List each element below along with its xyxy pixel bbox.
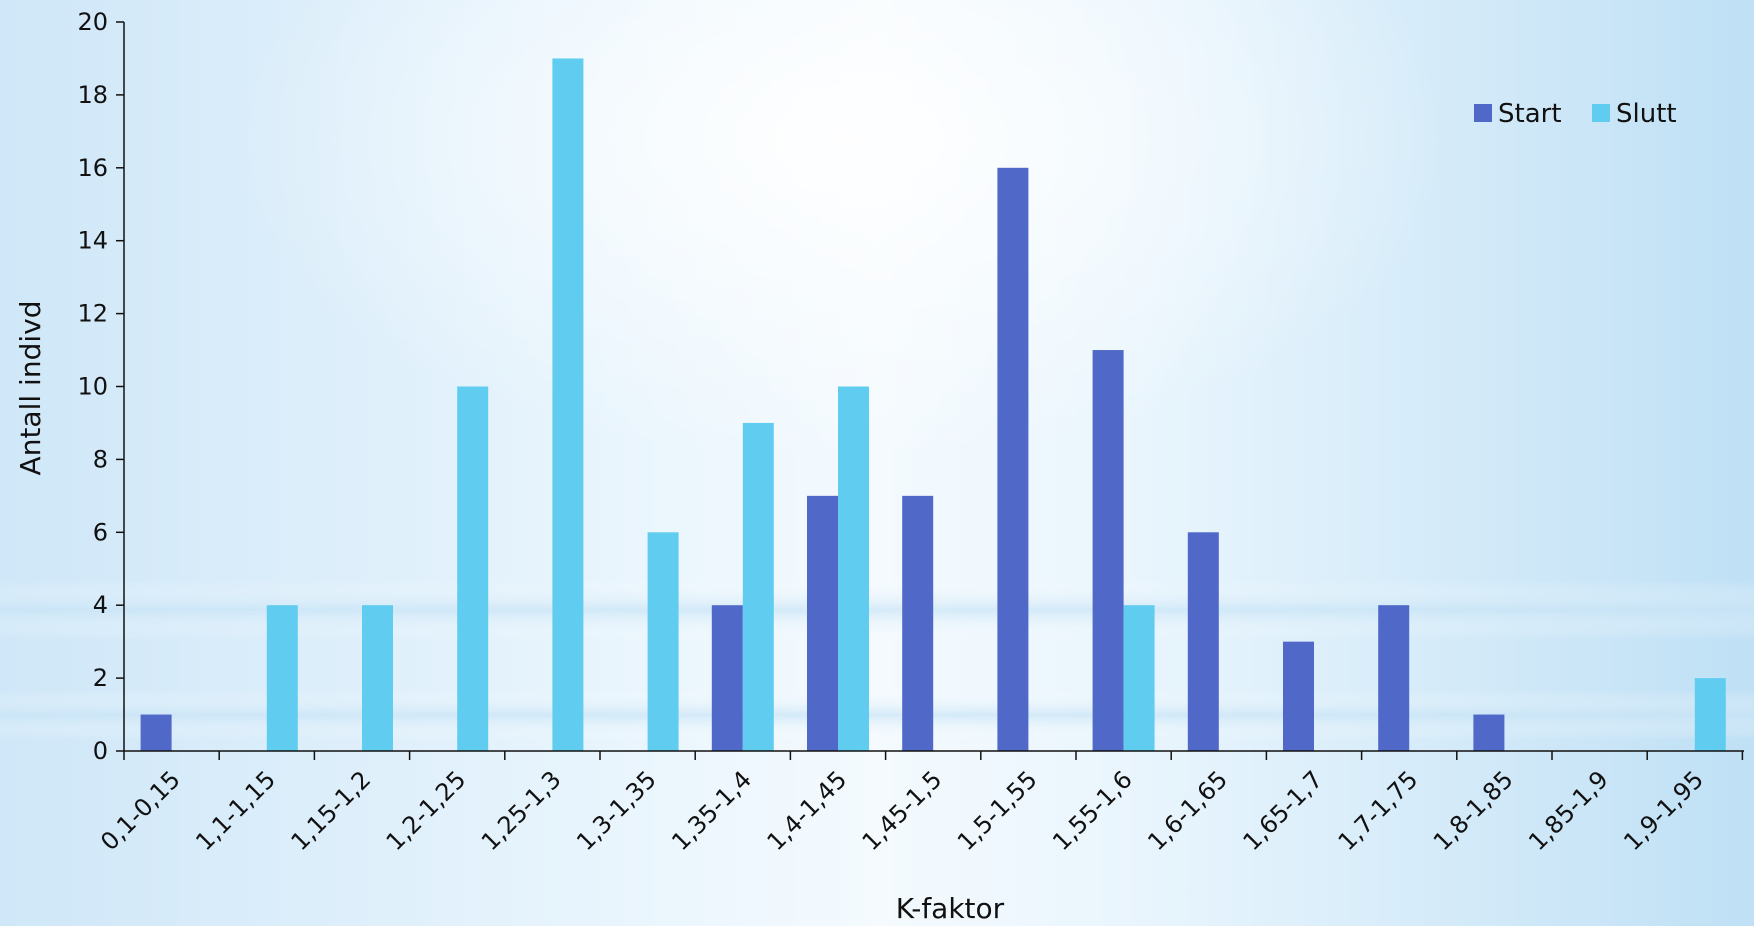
x-tick-label: 1,45-1,5 [857,765,948,856]
y-tick-label: 14 [77,227,108,255]
x-tick-label: 1,9-1,95 [1618,765,1709,856]
x-tick-label: 1,25-1,3 [476,765,567,856]
y-tick-label: 6 [93,518,108,546]
bar-start-10 [1092,350,1124,751]
bar-slutt-16 [1694,678,1726,751]
x-tick-label: 1,15-1,2 [286,765,377,856]
bar-slutt-3 [457,386,489,751]
y-tick-label: 18 [77,81,108,109]
legend-swatch-slutt [1592,104,1610,122]
y-tick-label: 12 [77,300,108,328]
x-tick-label: 0,1-0,15 [95,765,186,856]
legend-label-start: Start [1498,99,1562,129]
y-tick-label: 0 [93,737,108,765]
bar-slutt-10 [1123,605,1155,751]
bar-start-13 [1378,605,1410,751]
x-tick-label: 1,1-1,15 [190,765,281,856]
x-axis-ticks: 0,1-0,15 1,1-1,15 1,15-1,2 1,2-1,25 1,25-1,3… [95,751,1744,856]
y-tick-label: 20 [77,8,108,36]
x-tick-label: 1,5-1,55 [952,765,1043,856]
bar-start-12 [1283,641,1314,751]
bar-slutt-2 [362,605,393,751]
bar-start-14 [1473,714,1505,751]
bar-slutt-6 [742,422,774,751]
y-tick-label: 10 [77,373,108,401]
bar-start-9 [997,167,1029,752]
x-tick-label: 1,7-1,75 [1333,765,1424,856]
x-tick-label: 1,4-1,45 [762,765,853,856]
legend: Start Slutt [1474,99,1677,129]
x-tick-label: 1,3-1,35 [571,765,662,856]
bars [140,58,1726,752]
y-axis-title: Antall indivd [14,301,47,476]
y-axis-ticks: 0 2 4 6 8 10 12 14 16 18 20 [77,8,124,765]
y-tick-label: 4 [93,591,108,619]
bar-start-7 [807,495,838,751]
x-tick-label: 1,65-1,7 [1238,765,1329,856]
x-tick-label: 1,6-1,65 [1142,765,1233,856]
bar-start-11 [1187,532,1219,751]
bar-start-8 [902,495,934,751]
bar-slutt-7 [838,386,869,751]
x-tick-label: 1,55-1,6 [1047,765,1138,856]
bar-start-0 [140,714,172,751]
x-tick-label: 1,2-1,25 [381,765,472,856]
y-tick-label: 16 [77,154,108,182]
bar-slutt-1 [266,605,298,751]
bar-slutt-4 [552,58,584,751]
legend-swatch-start [1474,104,1492,122]
y-tick-label: 2 [93,664,108,692]
y-tick-label: 8 [93,445,108,473]
bar-start-6 [711,605,743,751]
x-tick-label: 1,85-1,9 [1523,765,1614,856]
legend-label-slutt: Slutt [1616,99,1677,129]
x-tick-label: 1,35-1,4 [666,765,757,856]
bar-slutt-5 [647,532,679,751]
x-axis-title: K-faktor [896,892,1005,925]
x-tick-label: 1,8-1,85 [1428,765,1519,856]
